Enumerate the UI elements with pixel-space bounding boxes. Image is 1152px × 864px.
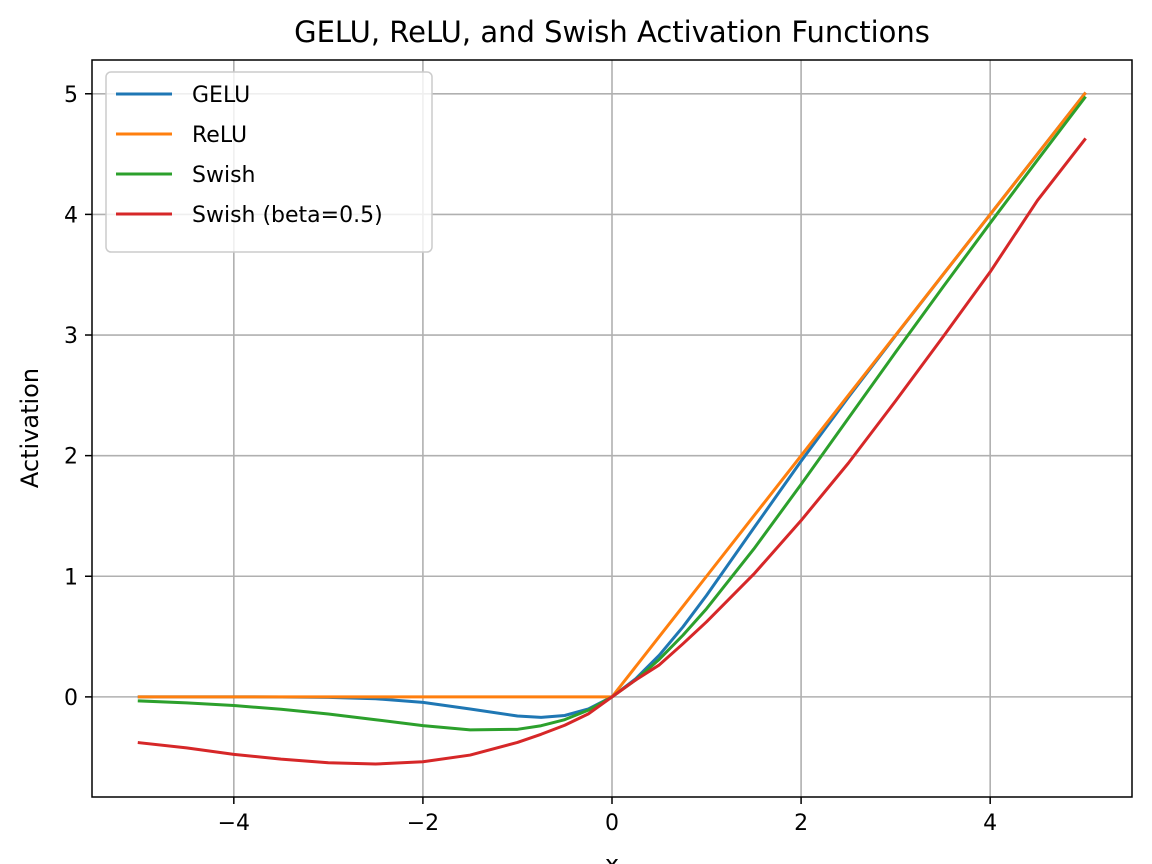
y-tick-label: 3 bbox=[64, 324, 78, 349]
y-tick-label: 2 bbox=[64, 445, 78, 470]
x-tick-label: 0 bbox=[605, 811, 619, 836]
legend-label: ReLU bbox=[192, 123, 247, 148]
y-axis-label: Activation bbox=[16, 368, 44, 488]
x-tick-label: −4 bbox=[218, 811, 250, 836]
legend-label: Swish (beta=0.5) bbox=[192, 203, 383, 228]
legend: GELU ReLU Swish Swish (beta=0.5) bbox=[105, 71, 433, 253]
legend-label: GELU bbox=[192, 83, 250, 108]
y-tick-label: 4 bbox=[64, 203, 78, 228]
plot-lines bbox=[137, 91, 1087, 766]
x-tick-label: 4 bbox=[983, 811, 997, 836]
y-tick-label: 5 bbox=[64, 83, 78, 108]
legend-box bbox=[105, 71, 433, 253]
x-axis-label: x bbox=[605, 850, 619, 864]
x-tick-label: 2 bbox=[794, 811, 808, 836]
series-line-3 bbox=[137, 137, 1087, 766]
y-tick-label: 0 bbox=[64, 686, 78, 711]
chart-title: GELU, ReLU, and Swish Activation Functio… bbox=[294, 15, 930, 49]
y-tick-label: 1 bbox=[64, 565, 78, 590]
ticks: −4 −2 0 2 4 0 1 2 3 4 5 bbox=[64, 83, 997, 836]
x-tick-label: −2 bbox=[407, 811, 439, 836]
grid bbox=[92, 60, 1132, 797]
legend-label: Swish bbox=[192, 163, 255, 188]
